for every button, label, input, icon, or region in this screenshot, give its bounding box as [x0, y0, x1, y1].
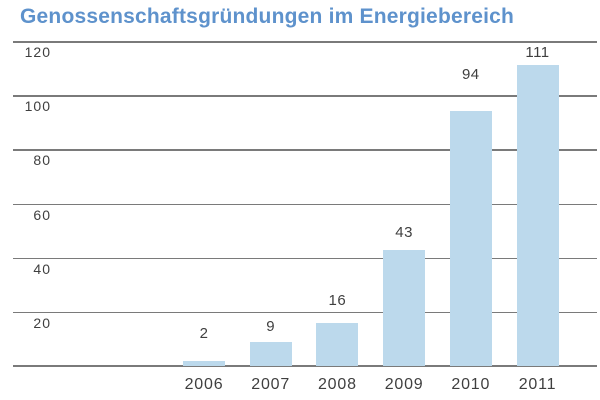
- gridline-40: [13, 257, 597, 260]
- plot-area: 20 40 60 80 100 120 2 2006 9 2007 16 2008 43 2009 94 20…: [13, 41, 597, 393]
- gridline-60: [13, 203, 597, 205]
- bar-value-label-2010: 94: [461, 66, 480, 84]
- chart-title: Genossenschaftsgründungen im Energiebere…: [20, 5, 515, 28]
- bar-2006: [183, 360, 225, 366]
- x-tick-label-2008: 2008: [317, 376, 357, 393]
- bar-2010: [449, 111, 492, 366]
- gridline-80: [13, 149, 597, 151]
- bar-2011: [516, 65, 559, 366]
- y-tick-label-120: 120: [24, 44, 51, 60]
- y-tick-label-60: 60: [33, 206, 51, 223]
- bar-2007: [249, 341, 292, 366]
- bar-value-label-2008: 16: [328, 291, 347, 309]
- y-tick-label-100: 100: [24, 98, 51, 115]
- y-tick-label-80: 80: [33, 152, 51, 169]
- x-tick-label-2010: 2010: [451, 376, 491, 393]
- y-tick-label-40: 40: [33, 260, 51, 277]
- bar-2008: [316, 322, 359, 366]
- x-tick-label-2006: 2006: [184, 376, 224, 393]
- bar-value-label-2006: 2: [199, 324, 209, 342]
- gridline-120: [13, 41, 597, 43]
- bar-value-label-2011: 111: [525, 44, 550, 62]
- gridline-20: [13, 311, 597, 314]
- x-tick-label-2007: 2007: [251, 376, 291, 393]
- bar-2009: [383, 249, 426, 366]
- x-axis-line: [13, 365, 597, 367]
- x-tick-label-2009: 2009: [384, 376, 424, 393]
- bar-value-label-2009: 43: [395, 223, 413, 241]
- bar-value-label-2007: 9: [266, 317, 276, 335]
- gridline-100: [13, 95, 597, 97]
- y-tick-label-20: 20: [33, 314, 51, 331]
- x-tick-label-2011: 2011: [518, 376, 557, 393]
